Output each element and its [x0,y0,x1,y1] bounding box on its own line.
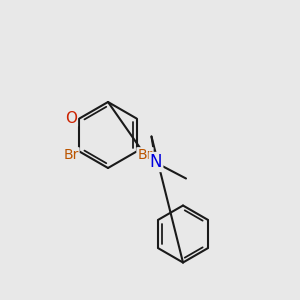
Text: N: N [150,153,162,171]
Text: Br: Br [63,148,79,162]
Text: Br: Br [137,148,153,162]
Text: H: H [63,110,73,124]
Text: O: O [65,111,77,126]
